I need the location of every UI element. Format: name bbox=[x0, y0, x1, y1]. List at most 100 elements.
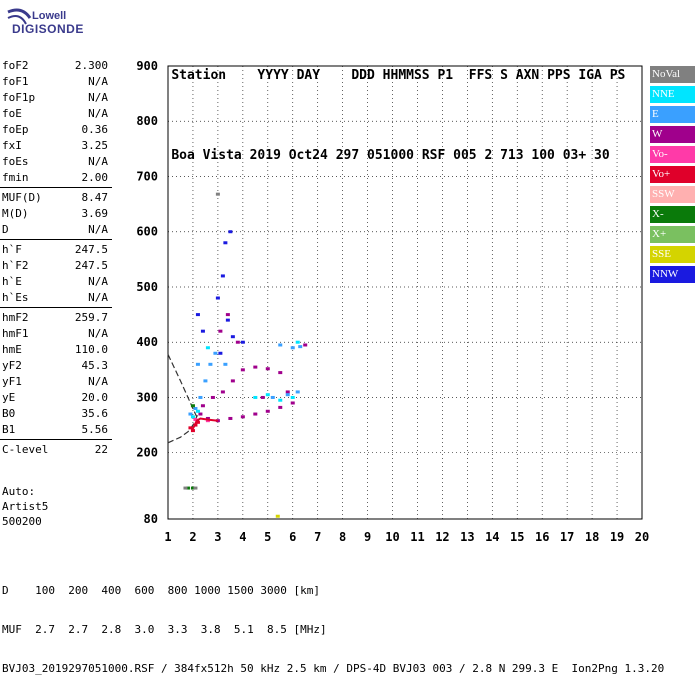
x-tick-label: 1 bbox=[164, 530, 171, 544]
param-value: 110.0 bbox=[74, 343, 108, 356]
echo-point bbox=[205, 346, 210, 350]
param-value: 22 bbox=[94, 443, 108, 456]
param-value: 45.3 bbox=[81, 359, 109, 372]
echo-point bbox=[195, 362, 200, 366]
echo-point bbox=[218, 329, 223, 333]
legend-item-x-: X+ bbox=[650, 226, 695, 243]
param-row: foF1 N/A bbox=[0, 74, 112, 90]
param-value: 247.5 bbox=[74, 259, 108, 272]
param-row: fxI 3.25 bbox=[0, 138, 112, 154]
x-tick-label: 9 bbox=[364, 530, 371, 544]
header-station-value: Boa Vista bbox=[171, 148, 242, 163]
header-pps-label: PPS bbox=[547, 68, 571, 83]
param-row: foEs N/A bbox=[0, 154, 112, 170]
param-row: B1 5.56 bbox=[0, 422, 112, 438]
param-key: fxI bbox=[2, 139, 22, 152]
param-value: 247.5 bbox=[74, 243, 108, 256]
header-s-label: S bbox=[500, 68, 508, 83]
echo-point bbox=[253, 412, 258, 416]
footer-muf-unit: [MHz] bbox=[293, 623, 327, 636]
param-key: h`F2 bbox=[2, 259, 29, 272]
echo-point bbox=[205, 419, 210, 423]
param-key: yF2 bbox=[2, 359, 22, 372]
echo-point bbox=[195, 313, 200, 317]
echo-point bbox=[265, 409, 270, 413]
logo-line1: Lowell bbox=[32, 10, 67, 22]
header-iga-value: 03+ bbox=[562, 148, 587, 163]
x-tick-label: 4 bbox=[239, 530, 246, 544]
param-value: 0.36 bbox=[81, 123, 109, 136]
y-tick-label: 800 bbox=[136, 114, 158, 128]
echo-point bbox=[278, 371, 283, 375]
echo-point bbox=[295, 340, 300, 344]
x-tick-label: 7 bbox=[314, 530, 321, 544]
param-value: N/A bbox=[88, 75, 108, 88]
y-tick-label: 80 bbox=[144, 512, 158, 526]
echo-point bbox=[278, 398, 283, 402]
param-value: 259.7 bbox=[74, 311, 108, 324]
x-tick-label: 5 bbox=[264, 530, 271, 544]
param-row: M(D) 3.69 bbox=[0, 206, 112, 222]
param-row: foE N/A bbox=[0, 106, 112, 122]
footer-muf-8: 8.5 bbox=[267, 623, 287, 636]
auto-label: Auto: bbox=[2, 485, 36, 498]
logo-line2: DIGISONDE bbox=[12, 22, 84, 36]
param-value: N/A bbox=[88, 107, 108, 120]
param-row: h`Es N/A bbox=[0, 290, 112, 306]
param-row: hmE 110.0 bbox=[0, 342, 112, 358]
y-tick-label: 400 bbox=[136, 335, 158, 349]
param-key: foF2 bbox=[2, 59, 29, 72]
echo-point bbox=[270, 395, 275, 399]
header-axn-label: AXN bbox=[515, 68, 540, 83]
echo-point bbox=[193, 486, 198, 490]
echo-point bbox=[240, 368, 245, 372]
echo-point bbox=[290, 346, 295, 350]
param-row: fmin 2.00 bbox=[0, 170, 112, 186]
header-p1-value: RSF bbox=[421, 148, 446, 163]
plot-frame bbox=[167, 65, 643, 520]
param-row: B0 35.6 bbox=[0, 406, 112, 422]
echo-point bbox=[223, 362, 228, 366]
header-iga-label: IGA bbox=[578, 68, 602, 83]
param-value: N/A bbox=[88, 155, 108, 168]
x-tick-label: 11 bbox=[410, 530, 424, 544]
x-tick-label: 8 bbox=[339, 530, 346, 544]
header-yyyy-value: 2019 bbox=[249, 148, 281, 163]
echo-point bbox=[278, 405, 283, 409]
echo-point bbox=[190, 429, 195, 433]
param-row: h`F2 247.5 bbox=[0, 258, 112, 274]
param-value: 3.69 bbox=[81, 207, 109, 220]
legend-item-ssw: SSW bbox=[650, 186, 695, 203]
fitted-trace bbox=[190, 417, 219, 432]
header-pps-value: 100 bbox=[531, 148, 555, 163]
header-day-label: DAY bbox=[296, 68, 321, 83]
footer-d-label: D bbox=[2, 584, 9, 597]
x-tick-label: 13 bbox=[460, 530, 474, 544]
legend-item-noval: NoVal bbox=[650, 66, 695, 83]
auto-program: Artist5 bbox=[2, 500, 49, 513]
logo-graphic-icon bbox=[7, 8, 32, 25]
echo-point bbox=[290, 401, 295, 405]
param-row: yF1 N/A bbox=[0, 374, 112, 390]
param-key: foEp bbox=[2, 123, 29, 136]
param-value: N/A bbox=[88, 327, 108, 340]
param-row: yE 20.0 bbox=[0, 390, 112, 406]
echo-point bbox=[240, 415, 245, 419]
echo-point bbox=[215, 192, 220, 196]
header-station-label: Station bbox=[171, 68, 227, 83]
echo-point bbox=[213, 351, 218, 355]
echo-point bbox=[225, 313, 230, 317]
legend-item-nnw: NNW bbox=[650, 266, 695, 283]
param-value: N/A bbox=[88, 275, 108, 288]
footer-d-600: 600 bbox=[134, 584, 155, 597]
x-tick-label: 19 bbox=[610, 530, 624, 544]
param-key: h`F bbox=[2, 243, 22, 256]
param-value: N/A bbox=[88, 91, 108, 104]
echo-point bbox=[230, 335, 235, 339]
x-tick-label: 6 bbox=[289, 530, 296, 544]
echo-point bbox=[278, 343, 283, 347]
echo-point bbox=[298, 345, 303, 349]
echo-point bbox=[200, 404, 205, 408]
param-value: 2.300 bbox=[74, 59, 108, 72]
echo-point bbox=[203, 379, 208, 383]
